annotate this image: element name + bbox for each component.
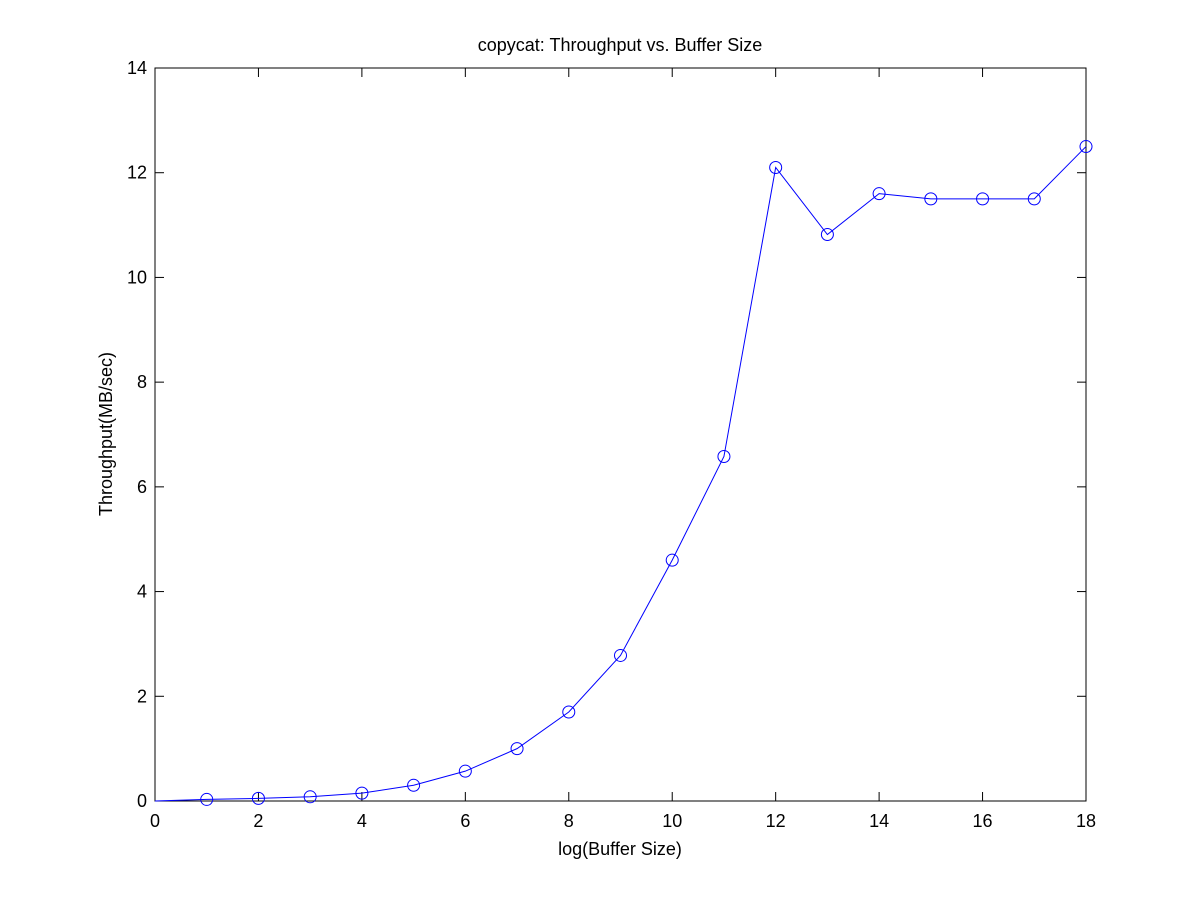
y-tick-label: 0 (137, 791, 147, 811)
data-point-marker (1079, 140, 1093, 154)
y-tick-label: 6 (137, 477, 147, 497)
series-line (154, 146, 1087, 802)
chart-title: copycat: Throughput vs. Buffer Size (478, 35, 763, 55)
data-point-marker (510, 742, 524, 756)
data-point-marker (355, 786, 369, 800)
data-point-marker (614, 648, 627, 662)
x-tick-label: 2 (253, 811, 263, 831)
y-tick-label: 14 (127, 58, 147, 78)
data-point-marker (976, 192, 990, 206)
axes-box (154, 67, 1087, 802)
x-axis-label: log(Buffer Size) (558, 839, 682, 859)
x-tick-label: 4 (357, 811, 367, 831)
data-point-marker (1027, 192, 1041, 206)
data-point-marker (872, 187, 886, 201)
data-point-marker (924, 192, 938, 206)
x-tick-label: 10 (662, 811, 682, 831)
x-tick-label: 8 (564, 811, 574, 831)
data-point-marker (665, 553, 679, 567)
x-tick-label: 14 (869, 811, 889, 831)
data-point-marker (458, 764, 472, 778)
data-point-marker (562, 705, 576, 719)
y-tick-label: 8 (137, 372, 147, 392)
y-tick-label: 10 (127, 267, 147, 287)
x-tick-label: 6 (460, 811, 470, 831)
data-point-marker (820, 228, 834, 241)
plot-area: 0 2 4 6 8 10 12 14 16 18 0 2 4 6 8 10 12 14 (127, 58, 1096, 831)
data-point-marker (407, 778, 421, 792)
data-point-marker (251, 791, 265, 805)
y-tick-label: 4 (137, 582, 147, 602)
x-tick-label: 12 (766, 811, 786, 831)
data-point-marker (769, 160, 783, 174)
y-tick-label: 2 (137, 686, 147, 706)
y-axis-label: Throughput(MB/sec) (96, 352, 116, 516)
data-point-marker (200, 792, 214, 806)
y-tick-label: 12 (127, 163, 147, 183)
x-tick-label: 18 (1076, 811, 1096, 831)
data-point-marker (303, 790, 317, 804)
series-layer (154, 140, 1093, 806)
x-tick-label: 0 (150, 811, 160, 831)
y-axis-ticks: 0 2 4 6 8 10 12 14 (127, 58, 1086, 811)
x-axis-ticks: 0 2 4 6 8 10 12 14 16 18 (150, 68, 1096, 831)
data-point-marker (717, 449, 731, 463)
x-tick-label: 16 (973, 811, 993, 831)
